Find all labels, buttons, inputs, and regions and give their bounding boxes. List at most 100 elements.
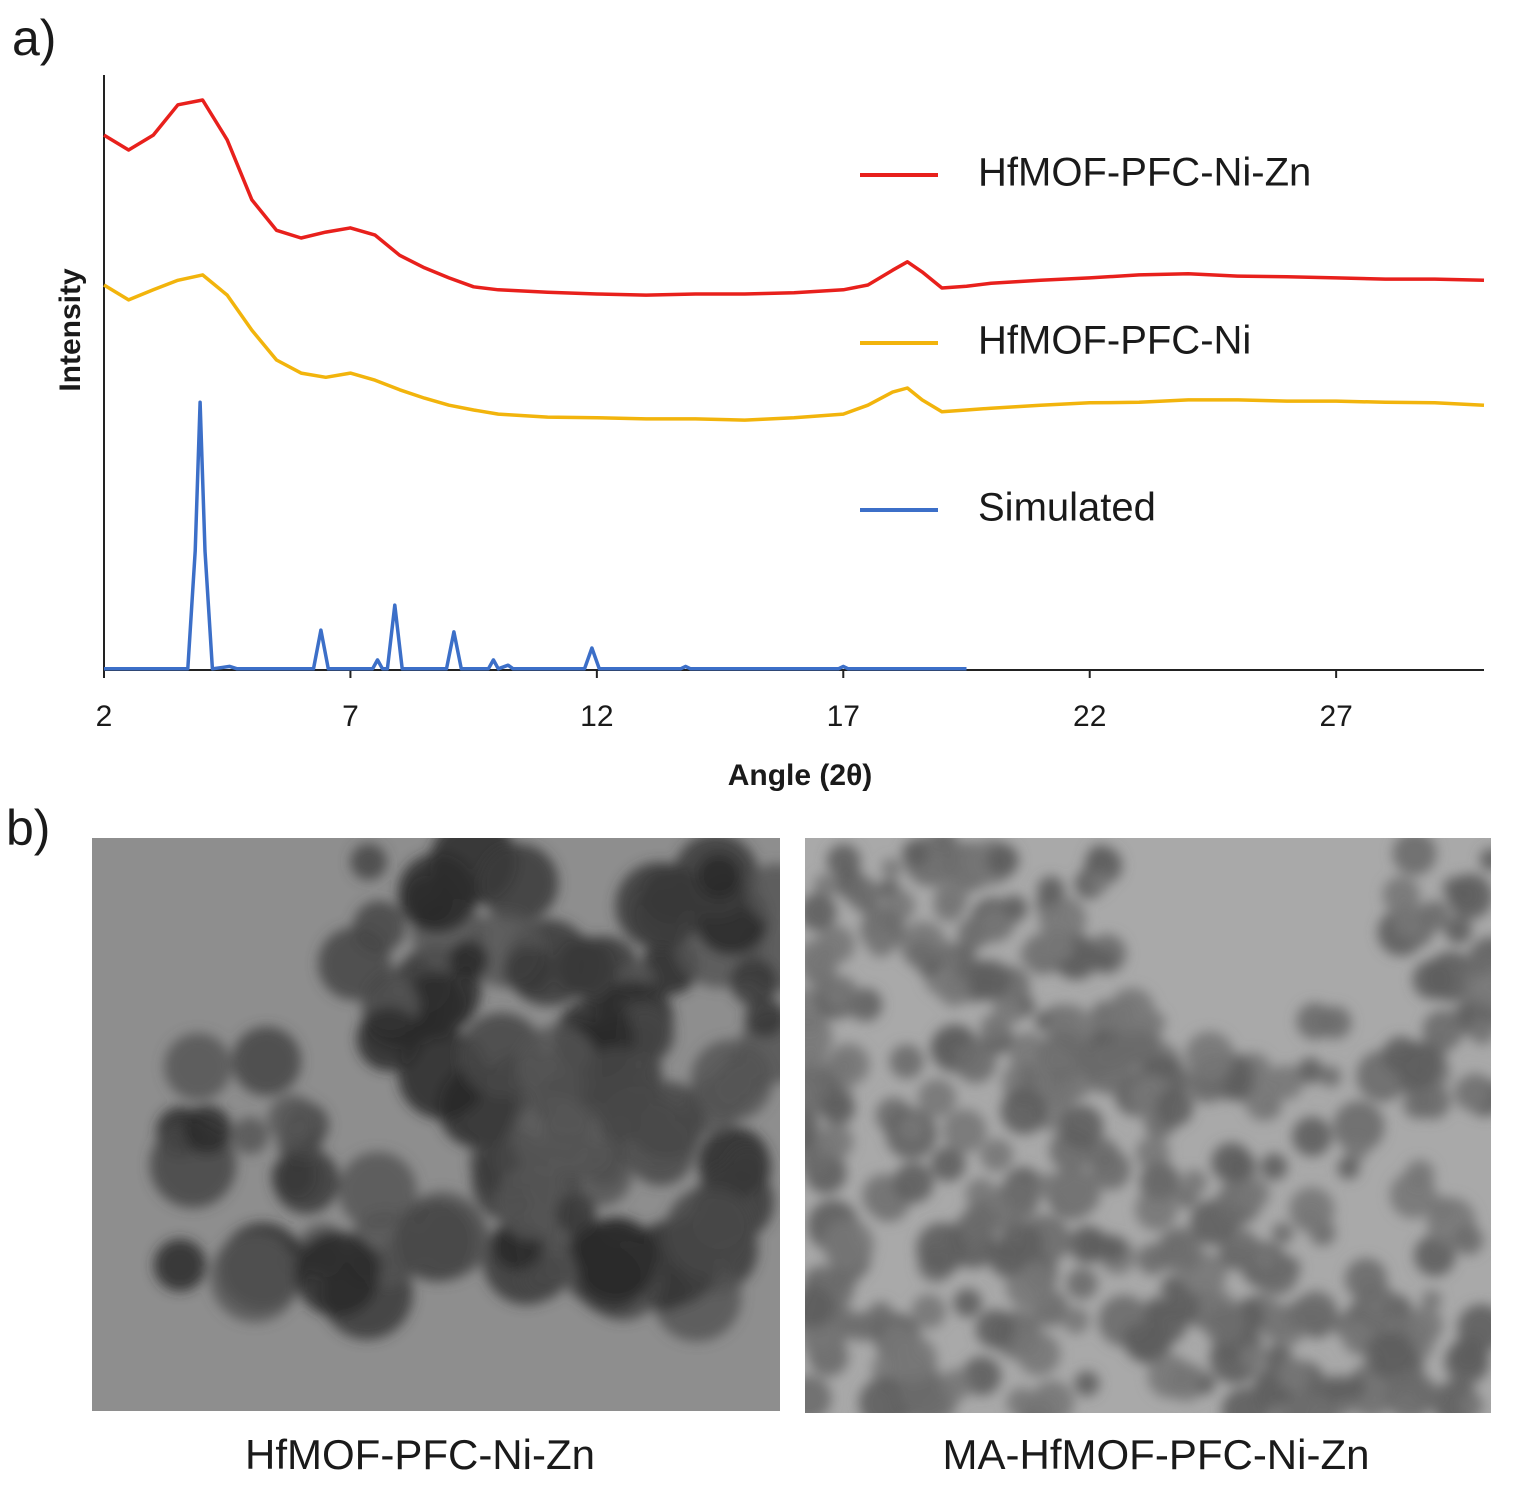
x-tick-label: 17 bbox=[827, 700, 860, 733]
particle bbox=[231, 1026, 302, 1096]
particle bbox=[1444, 916, 1473, 944]
particle bbox=[1337, 1157, 1360, 1180]
x-tick-label: 12 bbox=[580, 700, 613, 733]
particle bbox=[1447, 873, 1491, 920]
x-tick-label: 7 bbox=[342, 700, 359, 733]
series-line bbox=[103, 98, 1485, 297]
particle bbox=[554, 1193, 597, 1235]
particle bbox=[805, 1109, 820, 1138]
particle bbox=[1238, 1177, 1270, 1209]
particle bbox=[1218, 1229, 1261, 1271]
image-caption: HfMOF-PFC-Ni-Zn bbox=[245, 1431, 595, 1478]
particle bbox=[268, 1094, 317, 1144]
particle bbox=[1460, 1394, 1484, 1413]
particle bbox=[1333, 1100, 1385, 1153]
particle bbox=[725, 1145, 772, 1191]
image-caption: MA-HfMOF-PFC-Ni-Zn bbox=[943, 1431, 1370, 1478]
particle bbox=[1271, 1222, 1294, 1245]
particle bbox=[846, 993, 873, 1020]
particle bbox=[1405, 1306, 1443, 1344]
particle bbox=[697, 854, 741, 899]
particle bbox=[1296, 1002, 1334, 1040]
particle bbox=[1392, 838, 1437, 876]
particle bbox=[579, 1047, 655, 1123]
particle bbox=[820, 1091, 855, 1126]
particle bbox=[401, 973, 468, 1040]
particles bbox=[149, 838, 780, 1342]
particle bbox=[1144, 1297, 1171, 1323]
particle bbox=[827, 1043, 870, 1086]
particle bbox=[350, 843, 387, 881]
particle bbox=[1320, 1066, 1342, 1088]
particle bbox=[1315, 1303, 1338, 1326]
particle bbox=[805, 1375, 832, 1413]
particle bbox=[1211, 1142, 1252, 1183]
particle bbox=[182, 1105, 232, 1155]
legend-label: HfMOF-PFC-Ni-Zn bbox=[978, 151, 1311, 195]
particle bbox=[1037, 876, 1065, 904]
particle bbox=[1289, 1187, 1335, 1233]
particle bbox=[1403, 1089, 1433, 1119]
particle bbox=[1287, 1297, 1321, 1332]
particle bbox=[318, 927, 392, 1001]
particle bbox=[554, 936, 616, 998]
particle bbox=[805, 1285, 835, 1329]
particle bbox=[1453, 1075, 1489, 1111]
particle bbox=[1419, 900, 1450, 931]
particle bbox=[846, 1311, 877, 1342]
particle bbox=[1006, 1387, 1037, 1413]
particle bbox=[1135, 1188, 1178, 1231]
particle bbox=[1268, 1064, 1304, 1100]
panel-label: b) bbox=[6, 800, 50, 856]
particle bbox=[1062, 1307, 1090, 1334]
particle bbox=[1037, 927, 1074, 964]
particle bbox=[1297, 1057, 1324, 1084]
particle bbox=[1017, 1067, 1042, 1091]
particle bbox=[1135, 1136, 1170, 1171]
particle bbox=[980, 1138, 1014, 1172]
particle bbox=[1384, 1369, 1436, 1413]
tem-image-left bbox=[92, 838, 780, 1411]
particle bbox=[730, 958, 778, 1006]
particle bbox=[1066, 1267, 1098, 1300]
particle bbox=[953, 1288, 982, 1318]
particle bbox=[1140, 1162, 1178, 1200]
particle bbox=[1277, 1358, 1311, 1391]
particle bbox=[1068, 1225, 1107, 1264]
particle bbox=[231, 1117, 269, 1155]
particle bbox=[1016, 1332, 1061, 1376]
panel-label: a) bbox=[12, 10, 56, 66]
particle bbox=[1479, 848, 1491, 872]
particle bbox=[504, 946, 553, 995]
particle bbox=[1453, 1225, 1484, 1255]
legend-label: Simulated bbox=[978, 486, 1156, 530]
particle bbox=[403, 875, 453, 925]
particle bbox=[1093, 949, 1116, 972]
particle bbox=[901, 839, 930, 868]
particle bbox=[1037, 1031, 1088, 1081]
particle bbox=[1082, 1043, 1134, 1094]
series-line bbox=[104, 400, 967, 671]
particle bbox=[1421, 1289, 1442, 1311]
legend-label: HfMOF-PFC-Ni bbox=[978, 319, 1251, 363]
particle bbox=[338, 1151, 417, 1231]
particle bbox=[989, 1241, 1026, 1278]
particles bbox=[805, 838, 1491, 1413]
particle bbox=[1090, 1149, 1131, 1190]
particle bbox=[1155, 1088, 1194, 1127]
particle bbox=[827, 1279, 854, 1306]
particle bbox=[1129, 1027, 1163, 1061]
particle bbox=[1451, 1335, 1488, 1372]
particle bbox=[805, 938, 838, 980]
particle bbox=[516, 1025, 599, 1107]
particle bbox=[1008, 1032, 1047, 1071]
particle bbox=[1412, 960, 1452, 1000]
particle bbox=[907, 939, 937, 969]
particle bbox=[1181, 1169, 1208, 1196]
particle bbox=[1074, 1371, 1100, 1397]
particle bbox=[1353, 1283, 1400, 1330]
particle bbox=[1285, 1392, 1337, 1413]
particle bbox=[1224, 1072, 1251, 1099]
particle bbox=[1221, 1387, 1269, 1413]
particle bbox=[1147, 1354, 1192, 1399]
